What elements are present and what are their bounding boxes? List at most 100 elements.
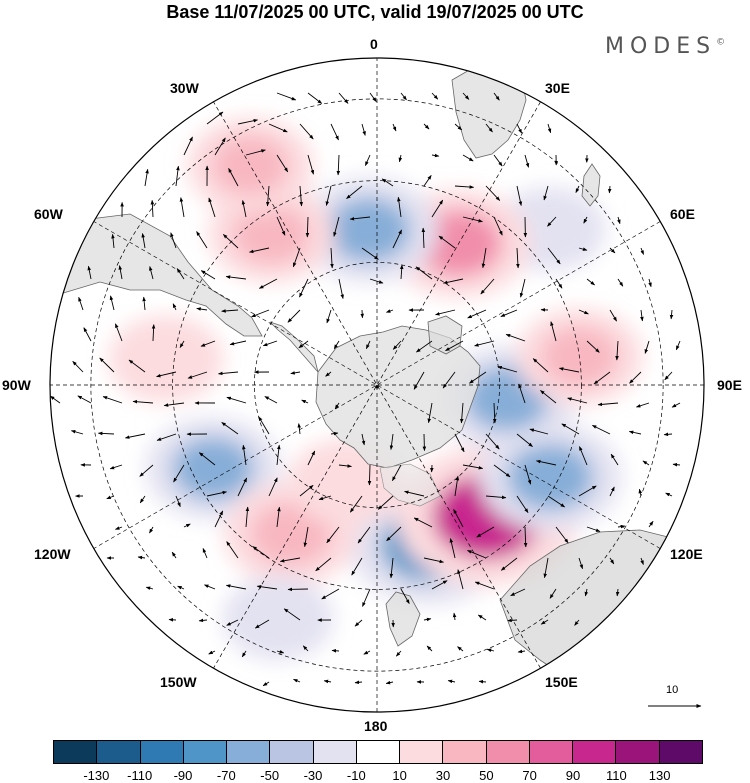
wind-vector bbox=[163, 402, 185, 407]
wind-vector bbox=[480, 278, 495, 295]
wind-vector bbox=[516, 247, 520, 269]
wind-vector bbox=[555, 278, 563, 289]
wind-vector bbox=[628, 430, 642, 435]
wind-vector bbox=[386, 526, 402, 542]
blue-anomaly-south-pacific bbox=[327, 197, 411, 263]
wind-vector bbox=[505, 333, 526, 342]
wind-vector bbox=[640, 247, 644, 255]
wind-vector bbox=[547, 247, 561, 265]
map-title: Base 11/07/2025 00 UTC, valid 19/07/2025… bbox=[166, 2, 584, 22]
wind-vector bbox=[593, 371, 611, 385]
wind-vector bbox=[431, 92, 439, 100]
wind-vector bbox=[198, 618, 208, 623]
meridian-line bbox=[213, 101, 541, 669]
wind-vector bbox=[333, 216, 340, 237]
wind-vector bbox=[578, 485, 597, 497]
wind-vector bbox=[363, 650, 371, 655]
wind-vector bbox=[221, 309, 239, 313]
wind-vector bbox=[392, 123, 397, 132]
wind-vector bbox=[399, 264, 404, 280]
wind-vector bbox=[385, 309, 394, 313]
wind-vector bbox=[462, 92, 470, 100]
wind-vector bbox=[237, 477, 248, 497]
wind-vector bbox=[485, 433, 500, 450]
wind-vector bbox=[416, 340, 433, 353]
colorbar-tick-label: 70 bbox=[522, 768, 537, 783]
lon-label-60e: 60E bbox=[670, 206, 695, 222]
wind-vector bbox=[252, 546, 270, 559]
wind-vector bbox=[318, 495, 332, 501]
wind-vector bbox=[540, 390, 557, 404]
wind-vector bbox=[228, 167, 239, 187]
antarctic-peninsula-land bbox=[269, 321, 319, 373]
wind-vector bbox=[644, 340, 650, 354]
wind-vector bbox=[245, 506, 250, 528]
blue-anomaly-east-indian bbox=[507, 443, 594, 511]
lon-label-60w: 60W bbox=[34, 206, 63, 222]
colorbar-tick-label: -130 bbox=[83, 768, 110, 783]
wind-vector bbox=[523, 526, 528, 548]
pink-anomaly-weddell bbox=[310, 455, 380, 509]
meridian-line bbox=[93, 221, 661, 549]
wind-vector bbox=[640, 309, 644, 322]
blue-anomaly-australia bbox=[516, 203, 584, 255]
wind-vector bbox=[609, 247, 616, 254]
lon-label-180: 180 bbox=[364, 718, 388, 734]
wind-vector bbox=[251, 309, 270, 318]
wind-vector bbox=[323, 679, 332, 684]
wind-vector bbox=[226, 541, 239, 559]
wind-vector bbox=[276, 506, 281, 528]
wind-vector bbox=[83, 327, 92, 342]
wind-vector bbox=[114, 323, 123, 342]
wind-vector bbox=[615, 588, 620, 597]
wind-vector bbox=[517, 649, 526, 654]
wind-vector bbox=[558, 367, 580, 373]
map-boundary bbox=[49, 57, 705, 713]
wind-vector bbox=[315, 557, 332, 572]
south-america-land bbox=[50, 213, 263, 337]
wind-vector bbox=[241, 199, 247, 218]
wind-vector bbox=[454, 123, 463, 131]
wind-vector bbox=[139, 495, 146, 504]
lon-label-30w: 30W bbox=[170, 80, 199, 96]
wind-vector bbox=[578, 557, 583, 570]
wind-vector bbox=[500, 557, 518, 571]
wind-vector bbox=[334, 402, 340, 410]
wind-vector bbox=[297, 423, 301, 435]
wind-vector bbox=[609, 309, 618, 322]
wind-vector bbox=[115, 526, 123, 530]
wind-vector bbox=[292, 247, 301, 268]
wind-vector bbox=[221, 422, 239, 435]
wind-vector bbox=[442, 371, 456, 389]
colorbar-swatch bbox=[183, 741, 228, 763]
colorbar-swatch bbox=[573, 741, 617, 763]
wind-vector bbox=[208, 197, 216, 218]
wind-vector bbox=[326, 526, 340, 544]
wind-vector bbox=[547, 123, 552, 134]
wind-vector bbox=[615, 340, 619, 361]
wind-vector bbox=[547, 216, 557, 227]
wind-vector bbox=[151, 324, 156, 342]
wind-vectors bbox=[50, 92, 681, 687]
graticule bbox=[50, 58, 704, 712]
wind-vector bbox=[354, 619, 363, 627]
wind-vector bbox=[493, 216, 503, 236]
wind-vector bbox=[423, 123, 430, 130]
colorbar-tick-label: -30 bbox=[303, 768, 323, 783]
wind-vector bbox=[536, 459, 557, 466]
wind-vector bbox=[176, 268, 185, 280]
wind-vector bbox=[638, 488, 643, 497]
wind-vector bbox=[447, 679, 456, 684]
wind-vector bbox=[391, 464, 402, 482]
wind-vector bbox=[427, 402, 433, 424]
wind-vector bbox=[578, 247, 588, 251]
wind-vector bbox=[431, 580, 448, 590]
wind-vector bbox=[609, 486, 615, 497]
wind-vector bbox=[543, 557, 549, 579]
wind-vector bbox=[389, 557, 394, 579]
wind-vector bbox=[635, 402, 650, 408]
wind-vector bbox=[493, 464, 511, 478]
wind-vector bbox=[72, 360, 84, 373]
wind-vector bbox=[524, 154, 530, 168]
wind-vector bbox=[175, 165, 180, 187]
